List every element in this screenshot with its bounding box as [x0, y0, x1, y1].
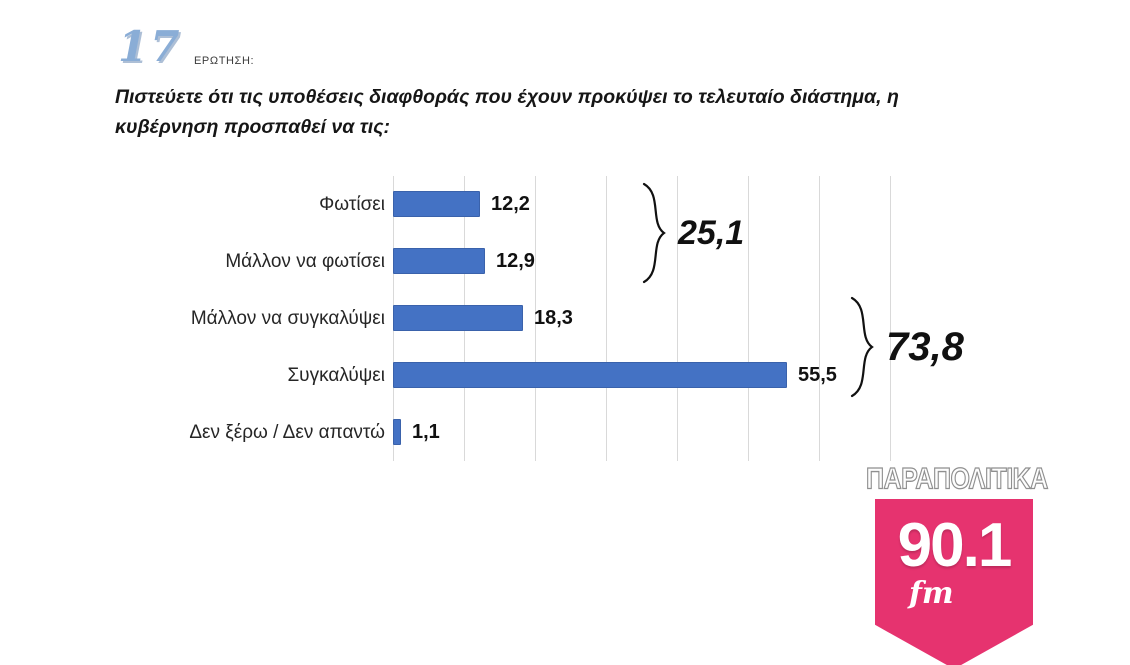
- category-label: Συγκαλύψει: [287, 365, 385, 386]
- chart-row: Συγκαλύψει 55,5: [115, 347, 915, 404]
- logo-frequency: 90.1: [897, 511, 1013, 580]
- bar-value-label: 12,9: [496, 250, 535, 272]
- logo-brand-text: ΠΑΡΑΠΟΛΙΤΙΚΑ: [865, 461, 1048, 496]
- gridline: [677, 176, 678, 461]
- gridline: [748, 176, 749, 461]
- gridline: [535, 176, 536, 461]
- category-label: Δεν ξέρω / Δεν απαντώ: [189, 422, 385, 443]
- chart-row: Φωτίσει 12,2: [115, 176, 915, 233]
- radio-station-logo: ΠΑΡΑΠΟΛΙΤΙΚΑ 90.1 fm: [865, 461, 1049, 665]
- chart-row: Δεν ξέρω / Δεν απαντώ 1,1: [115, 404, 915, 461]
- category-label: Μάλλον να συγκαλύψει: [190, 308, 385, 329]
- logo-badge: 90.1 fm: [875, 499, 1033, 665]
- category-label: Φωτίσει: [319, 194, 385, 215]
- chart-row: Μάλλον να συγκαλύψει 18,3: [115, 290, 915, 347]
- bar: [393, 305, 523, 331]
- group-brace: [642, 182, 666, 284]
- question-label: ΕΡΩΤΗΣΗ:: [194, 55, 255, 67]
- group-brace: [850, 296, 874, 398]
- category-label: Μάλλον να φωτίσει: [225, 251, 385, 272]
- group-total-label: 25,1: [678, 213, 745, 252]
- bar: [393, 362, 787, 388]
- bar-chart: Φωτίσει 12,2 Μάλλον να φωτίσει 12,9 Μάλλον ν…: [115, 176, 964, 461]
- bar-value-label: 55,5: [798, 364, 837, 386]
- bar-value-label: 12,2: [491, 193, 530, 215]
- question-number: 17: [118, 22, 183, 71]
- bar: [393, 248, 485, 274]
- bar: [393, 191, 480, 217]
- bar: [393, 419, 401, 445]
- chart-row: Μάλλον να φωτίσει 12,9: [115, 233, 915, 290]
- gridline: [890, 176, 891, 461]
- group-total-label: 73,8: [886, 324, 964, 369]
- bar-value-label: 1,1: [412, 421, 440, 443]
- bar-value-label: 18,3: [534, 307, 573, 329]
- gridline: [606, 176, 607, 461]
- gridline: [819, 176, 820, 461]
- logo-band: fm: [909, 576, 954, 611]
- question-text: Πιστεύετε ότι τις υποθέσεις διαφθοράς πο…: [115, 86, 899, 139]
